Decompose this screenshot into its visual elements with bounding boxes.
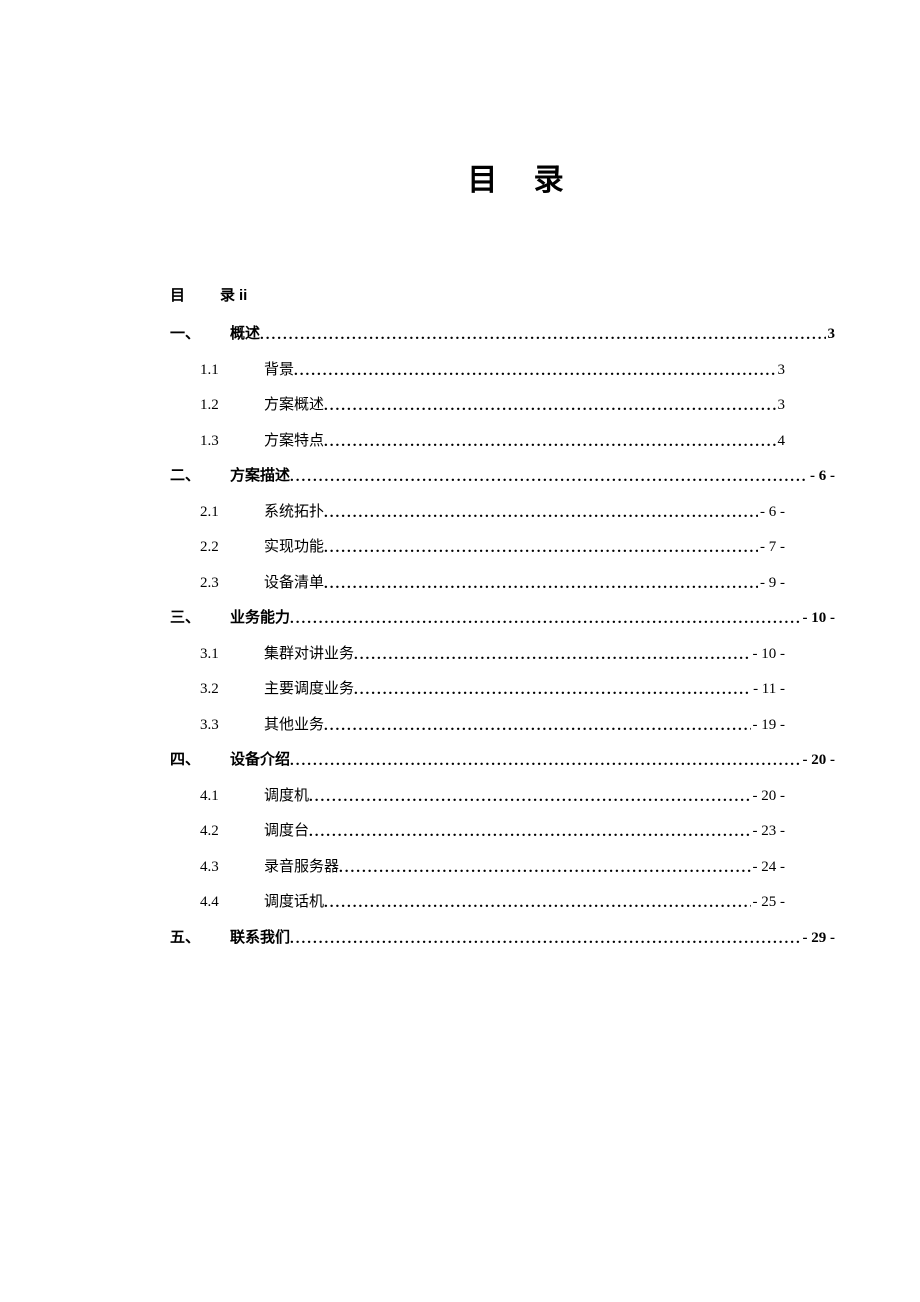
toc-text: 系统拓扑	[264, 501, 324, 524]
toc-number: 3.2	[200, 678, 264, 701]
document-page: 目 录 目 录ii 一、概述31.1背景31.2方案概述31.3方案特点4二、方…	[0, 0, 920, 949]
toc-entry: 1.2方案概述 3	[170, 394, 835, 417]
toc-number: 1.2	[200, 394, 264, 417]
toc-entry: 4.2调度台 - 23 -	[170, 820, 835, 843]
toc-page-number: - 23 -	[751, 820, 836, 843]
toc-entry: 3.1集群对讲业务 - 10 -	[170, 643, 835, 666]
toc-page-number: 4	[776, 430, 836, 453]
toc-page-number: - 11 -	[751, 678, 835, 701]
toc-entry: 四、设备介绍 - 20 -	[170, 749, 835, 772]
toc-entry: 五、联系我们 - 29 -	[170, 927, 835, 950]
toc-number: 2.3	[200, 572, 264, 595]
toc-text: 方案概述	[264, 394, 324, 417]
toc-page-number: - 9 -	[758, 572, 835, 595]
toc-entry: 一、概述 3	[170, 323, 835, 346]
toc-leader	[324, 892, 750, 915]
toc-entry: 4.3录音服务器 - 24 -	[170, 856, 835, 879]
toc-leader	[354, 644, 750, 667]
toc-number: 2.2	[200, 536, 264, 559]
toc-leader	[354, 679, 751, 702]
toc-leader	[324, 431, 775, 454]
toc-self-page: ii	[239, 287, 247, 304]
toc-text: 概述	[230, 323, 260, 346]
toc-number: 五、	[170, 927, 230, 950]
toc-text: 其他业务	[264, 714, 324, 737]
toc-leader	[290, 466, 808, 489]
toc-entry: 4.1调度机 - 20 -	[170, 785, 835, 808]
toc-number: 2.1	[200, 501, 264, 524]
toc-list: 一、概述31.1背景31.2方案概述31.3方案特点4二、方案描述- 6 -2.…	[170, 323, 835, 949]
toc-entry: 3.3其他业务 - 19 -	[170, 714, 835, 737]
toc-leader	[339, 857, 750, 880]
toc-entry: 1.3方案特点 4	[170, 430, 835, 453]
toc-text: 调度话机	[264, 891, 324, 914]
toc-page-number: 3	[776, 359, 836, 382]
toc-text: 实现功能	[264, 536, 324, 559]
toc-page-number: - 6 -	[758, 501, 835, 524]
toc-page-number: - 20 -	[801, 749, 836, 772]
toc-leader	[260, 324, 825, 347]
toc-self-label: 目 录	[170, 287, 245, 304]
toc-text: 业务能力	[230, 607, 290, 630]
toc-leader	[324, 502, 758, 525]
toc-page-number: - 25 -	[751, 891, 836, 914]
toc-entry: 4.4调度话机 - 25 -	[170, 891, 835, 914]
toc-number: 二、	[170, 465, 230, 488]
toc-leader	[290, 608, 800, 631]
toc-number: 1.3	[200, 430, 264, 453]
toc-text: 设备介绍	[230, 749, 290, 772]
toc-page-number: - 7 -	[758, 536, 835, 559]
toc-text: 集群对讲业务	[264, 643, 354, 666]
toc-number: 3.1	[200, 643, 264, 666]
toc-text: 联系我们	[230, 927, 290, 950]
toc-text: 主要调度业务	[264, 678, 354, 701]
toc-leader	[294, 360, 775, 383]
toc-number: 4.3	[200, 856, 264, 879]
toc-page-number: - 29 -	[801, 927, 836, 950]
toc-entry: 二、方案描述 - 6 -	[170, 465, 835, 488]
toc-number: 3.3	[200, 714, 264, 737]
toc-number: 4.4	[200, 891, 264, 914]
toc-leader	[290, 928, 800, 951]
toc-text: 录音服务器	[264, 856, 339, 879]
toc-text: 设备清单	[264, 572, 324, 595]
toc-page-number: - 10 -	[751, 643, 836, 666]
toc-page-number: 3	[826, 323, 836, 346]
toc-leader	[309, 786, 750, 809]
toc-entry: 2.1系统拓扑 - 6 -	[170, 501, 835, 524]
toc-number: 1.1	[200, 359, 264, 382]
toc-text: 方案描述	[230, 465, 290, 488]
toc-number: 四、	[170, 749, 230, 772]
toc-entry: 三、业务能力 - 10 -	[170, 607, 835, 630]
toc-self-entry: 目 录ii	[170, 284, 835, 305]
toc-leader	[290, 750, 800, 773]
page-title: 目 录	[170, 155, 835, 199]
toc-text: 背景	[264, 359, 294, 382]
toc-number: 4.1	[200, 785, 264, 808]
toc-leader	[309, 821, 750, 844]
toc-number: 三、	[170, 607, 230, 630]
toc-entry: 1.1背景 3	[170, 359, 835, 382]
toc-leader	[324, 537, 758, 560]
toc-page-number: - 10 -	[801, 607, 836, 630]
toc-text: 调度台	[264, 820, 309, 843]
toc-page-number: 3	[776, 394, 836, 417]
toc-text: 调度机	[264, 785, 309, 808]
toc-entry: 2.2实现功能 - 7 -	[170, 536, 835, 559]
toc-leader	[324, 395, 775, 418]
toc-entry: 2.3设备清单 - 9 -	[170, 572, 835, 595]
toc-leader	[324, 573, 758, 596]
toc-text: 方案特点	[264, 430, 324, 453]
toc-number: 一、	[170, 323, 230, 346]
toc-page-number: - 24 -	[751, 856, 836, 879]
toc-leader	[324, 715, 750, 738]
toc-page-number: - 20 -	[751, 785, 836, 808]
toc-page-number: - 6 -	[808, 465, 835, 488]
toc-page-number: - 19 -	[751, 714, 836, 737]
toc-number: 4.2	[200, 820, 264, 843]
toc-entry: 3.2主要调度业务 - 11 -	[170, 678, 835, 701]
